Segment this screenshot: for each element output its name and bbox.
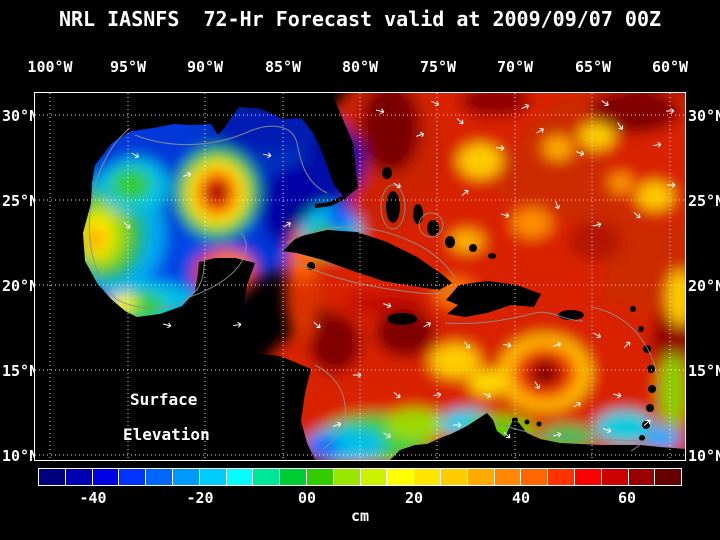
map-plot-frame: Surface Elevation <box>34 92 686 461</box>
lon-label: 80°W <box>341 58 379 76</box>
lat-label: 15°N <box>2 362 39 380</box>
colorbar-tick-label: 20 <box>404 489 424 507</box>
surface-label: Surface <box>130 390 197 409</box>
lat-label: 25°N <box>2 192 39 210</box>
map-canvas: Surface Elevation <box>35 93 685 460</box>
lat-label: 30°N <box>2 107 39 125</box>
lon-label: 90°W <box>186 58 224 76</box>
colorbar-segment <box>439 468 468 486</box>
lat-label: 10°N <box>2 447 39 465</box>
colorbar-segment <box>64 468 93 486</box>
florida-keys <box>314 195 346 208</box>
colorbar-unit-label: cm <box>350 507 370 525</box>
south-america-landmass <box>390 413 685 460</box>
cuba-island <box>283 230 452 290</box>
colorbar-segment <box>145 468 173 486</box>
bahamas-islands <box>382 167 496 259</box>
colorbar-segment <box>466 468 495 486</box>
lon-label: 70°W <box>496 58 534 76</box>
lat-label: 30°N <box>688 107 720 125</box>
colorbar-segment <box>359 468 388 486</box>
colorbar-tick-label: 40 <box>511 489 531 507</box>
elevation-label: Elevation <box>123 425 210 444</box>
graticule-grid <box>35 93 685 460</box>
lon-label: 85°W <box>264 58 302 76</box>
puerto-rico-island <box>558 310 584 320</box>
jamaica-island <box>387 313 417 325</box>
colorbar-segment <box>493 468 522 486</box>
land-mask <box>35 93 685 460</box>
lat-label: 20°N <box>688 277 720 295</box>
colorbar-segment <box>332 468 361 486</box>
colorbar-segment <box>627 468 656 486</box>
bathymetry-contours <box>88 125 660 452</box>
colorbar-segment <box>573 468 602 486</box>
lesser-antilles-islands <box>512 306 656 441</box>
page-title: NRL IASNFS 72-Hr Forecast valid at 2009/… <box>58 7 662 31</box>
colorbar-tick-label: -40 <box>79 489 107 507</box>
colorbar-segment <box>654 468 683 486</box>
colorbar-segment <box>38 468 66 486</box>
colorbar-segment <box>279 468 307 486</box>
ssh-field <box>50 93 685 460</box>
colorbar-segment <box>413 468 441 486</box>
colorbar-segment <box>386 468 415 486</box>
colorbar <box>38 468 683 486</box>
colorbar-tick-label: 60 <box>617 489 637 507</box>
lat-label: 20°N <box>2 277 39 295</box>
hispaniola-island <box>446 281 541 317</box>
lon-label: 75°W <box>419 58 457 76</box>
lat-label: 15°N <box>688 362 720 380</box>
lon-label: 100°W <box>27 58 73 76</box>
lon-label: 60°W <box>651 58 689 76</box>
colorbar-segment <box>305 468 334 486</box>
colorbar-segment <box>91 468 120 486</box>
colorbar-segment <box>547 468 575 486</box>
north-central-america-landmass <box>35 93 358 460</box>
colorbar-tick-label: -20 <box>186 489 214 507</box>
lat-label: 25°N <box>688 192 720 210</box>
lat-label: 10°N <box>688 447 720 465</box>
colorbar-segment <box>198 468 227 486</box>
colorbar-segment <box>118 468 147 486</box>
colorbar-segment <box>225 468 254 486</box>
colorbar-segment <box>252 468 281 486</box>
lon-label: 65°W <box>574 58 612 76</box>
colorbar-segment <box>600 468 629 486</box>
colorbar-segment <box>520 468 549 486</box>
colorbar-tick-label: 00 <box>297 489 317 507</box>
lon-label: 95°W <box>109 58 147 76</box>
colorbar-segment <box>171 468 200 486</box>
